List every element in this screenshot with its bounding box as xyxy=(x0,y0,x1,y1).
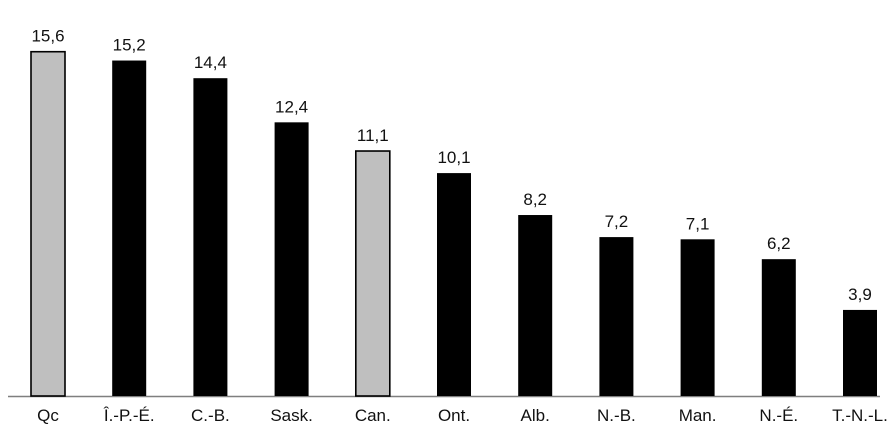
category-label-7: N.-B. xyxy=(597,406,636,425)
bars-group xyxy=(30,50,877,397)
value-label-2: 14,4 xyxy=(194,53,227,72)
value-labels-group: 15,6 15,2 14,4 12,4 11,1 10,1 8,2 7,2 7,1 6,2 3,9 xyxy=(31,27,871,304)
bar-4 xyxy=(354,150,391,397)
bar-6 xyxy=(518,215,553,396)
bar-3 xyxy=(274,122,309,396)
category-label-8: Man. xyxy=(679,406,717,425)
category-label-9: N.-É. xyxy=(759,406,798,425)
category-label-4: Can. xyxy=(355,406,391,425)
category-label-2: C.-B. xyxy=(191,406,230,425)
value-label-4: 11,1 xyxy=(357,126,389,145)
value-label-7: 7,2 xyxy=(605,212,629,231)
category-label-3: Sask. xyxy=(270,406,313,425)
value-label-5: 10,1 xyxy=(437,148,470,167)
value-label-6: 8,2 xyxy=(523,190,547,209)
bar-7 xyxy=(599,237,634,396)
category-label-5: Ont. xyxy=(438,406,470,425)
category-tick-labels-group: Qc Î.-P.-É. C.-B. Sask. Can. Ont. Alb. N.-B. Man… xyxy=(37,406,888,425)
value-label-8: 7,1 xyxy=(686,214,710,233)
value-label-10: 3,9 xyxy=(848,285,872,304)
bar-8 xyxy=(680,239,715,396)
bar-1 xyxy=(112,60,147,396)
bar-5 xyxy=(437,173,471,396)
category-label-0: Qc xyxy=(37,406,59,425)
bar-10 xyxy=(843,309,877,396)
value-label-3: 12,4 xyxy=(275,97,308,116)
bar-2 xyxy=(193,78,228,396)
value-label-9: 6,2 xyxy=(767,234,791,253)
bar-0 xyxy=(30,50,66,397)
category-label-10: T.-N.-L. xyxy=(832,406,888,425)
value-label-1: 15,2 xyxy=(113,36,146,55)
category-label-6: Alb. xyxy=(521,406,550,425)
value-label-0: 15,6 xyxy=(31,27,64,46)
category-label-1: Î.-P.-É. xyxy=(103,406,155,425)
bar-9 xyxy=(761,259,796,396)
